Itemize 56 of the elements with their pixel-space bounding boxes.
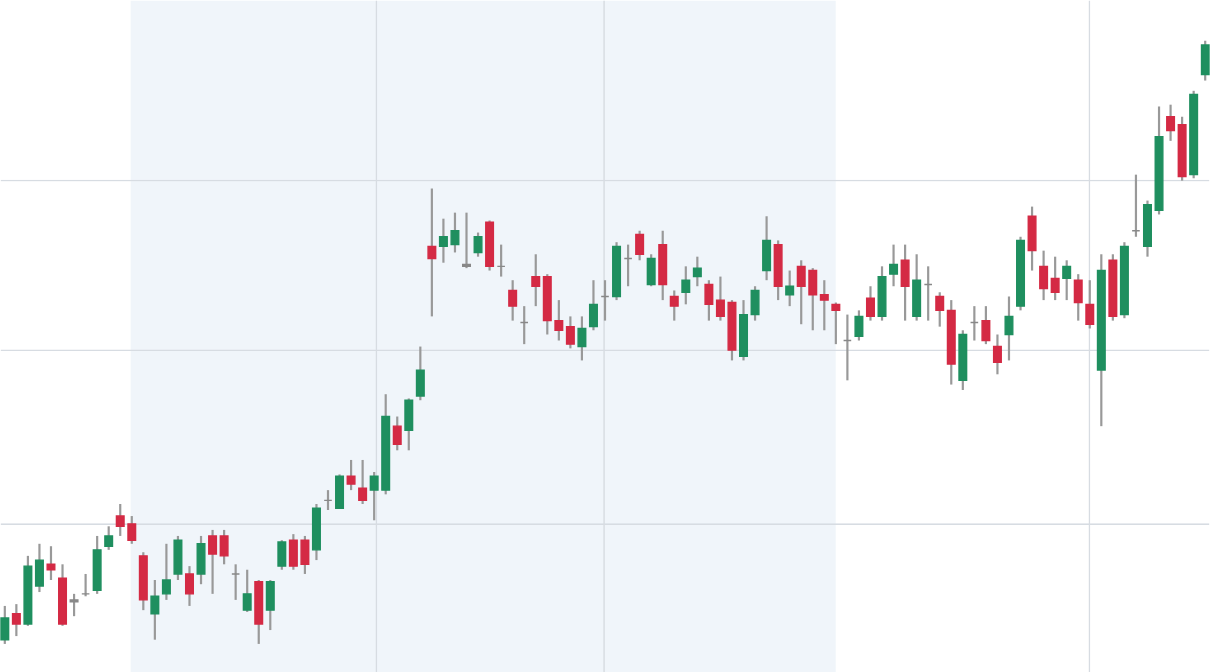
candlestick — [277, 538, 287, 571]
candlestick — [404, 396, 414, 452]
candlestick — [46, 544, 56, 581]
candlestick — [981, 304, 991, 345]
candlestick — [242, 568, 252, 613]
candlestick — [161, 542, 171, 601]
candlestick — [877, 264, 887, 322]
candlestick — [473, 231, 483, 258]
candlestick — [138, 550, 148, 611]
candlestick — [588, 278, 598, 332]
candlestick — [865, 284, 875, 322]
candlestick — [461, 211, 472, 269]
candlestick — [854, 308, 864, 342]
candlestick — [1004, 295, 1014, 362]
candlestick — [11, 602, 21, 637]
candlestick — [346, 458, 356, 491]
candlestick — [104, 524, 114, 551]
candlestick — [485, 219, 495, 272]
candlestick — [635, 229, 645, 262]
candlestick — [762, 214, 772, 281]
candlestick — [265, 578, 275, 631]
candlestick — [392, 415, 402, 452]
candlestick — [311, 502, 321, 561]
candlestick — [335, 472, 345, 509]
candlestick — [912, 252, 922, 322]
candlestick — [69, 592, 79, 617]
candlestick — [1062, 258, 1072, 301]
candlestick — [669, 289, 679, 322]
candlestick — [150, 578, 160, 641]
candlestick — [692, 255, 702, 287]
candlestick — [889, 243, 899, 287]
candlestick — [681, 264, 691, 306]
candlestick — [415, 345, 425, 401]
candlestick — [958, 328, 968, 391]
candlestick — [196, 534, 206, 585]
candlestick — [785, 269, 795, 307]
candlestick — [773, 238, 783, 301]
candlestick — [184, 564, 194, 607]
candlestick — [0, 604, 10, 645]
candlestick — [92, 534, 102, 595]
candlestick — [1085, 278, 1095, 330]
candlestick — [1200, 39, 1210, 82]
candlestick — [173, 534, 183, 581]
candlestick — [1027, 205, 1037, 272]
candlestick — [646, 252, 656, 287]
candlestick — [508, 278, 518, 322]
candlestick — [254, 578, 264, 645]
candlestick — [1073, 272, 1083, 322]
candlestick — [58, 562, 68, 627]
candlestick — [831, 301, 841, 345]
candlestick — [577, 314, 587, 362]
candlestick — [658, 229, 668, 301]
candlestick — [992, 333, 1002, 376]
candlestick — [427, 187, 437, 318]
candlestick — [900, 243, 910, 322]
candlestick — [358, 458, 368, 505]
